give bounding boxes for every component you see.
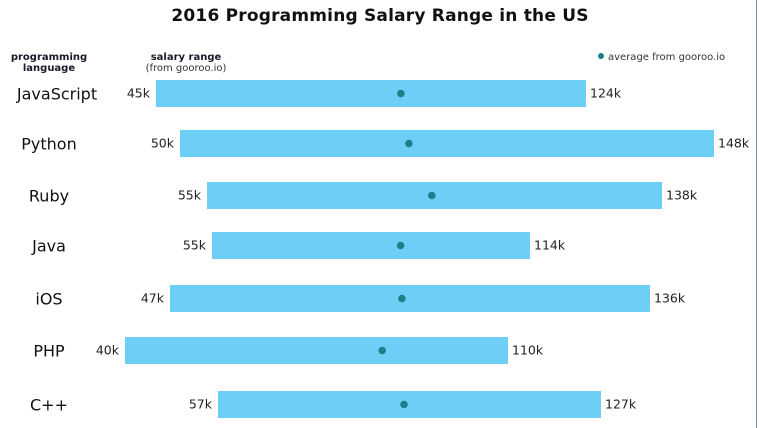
range-bar	[170, 285, 650, 312]
category-label: JavaScript	[16, 85, 97, 104]
range-header: salary range (from gooroo.io)	[140, 52, 232, 74]
category-label: C++	[30, 396, 68, 415]
min-label: 57k	[189, 397, 213, 412]
category-header: programming language	[6, 52, 92, 74]
right-border	[756, 0, 757, 428]
average-dot	[397, 89, 405, 98]
category-label: Python	[21, 135, 76, 154]
range-bar	[212, 232, 530, 259]
average-dot	[400, 400, 408, 409]
legend-label: average from gooroo.io	[608, 52, 726, 63]
max-label: 136k	[654, 291, 686, 306]
min-label: 40k	[96, 343, 120, 358]
max-label: 110k	[512, 343, 544, 358]
category-label: Java	[31, 237, 66, 256]
range-bar	[180, 130, 714, 157]
category-label: Ruby	[29, 187, 69, 206]
range-header-source: (from gooroo.io)	[145, 63, 227, 74]
average-dot	[396, 241, 405, 250]
min-label: 55k	[183, 238, 207, 253]
range-header-label: salary range	[150, 52, 222, 63]
average-dot	[405, 139, 413, 148]
max-label: 124k	[590, 86, 622, 101]
min-label: 55k	[178, 188, 202, 203]
min-label: 47k	[141, 291, 165, 306]
max-label: 127k	[605, 397, 637, 412]
category-header-line2: language	[22, 63, 76, 74]
category-label: PHP	[33, 342, 65, 361]
average-dot	[398, 294, 406, 303]
range-bar	[156, 80, 586, 107]
range-bar	[125, 337, 508, 364]
category-header-line1: programming	[10, 52, 88, 63]
legend-dot-icon	[598, 53, 604, 59]
max-label: 148k	[718, 136, 750, 151]
min-label: 50k	[151, 136, 175, 151]
chart-title: 2016 Programming Salary Range in the US	[171, 6, 589, 26]
max-label: 114k	[534, 238, 566, 253]
average-dot	[428, 191, 436, 200]
legend: average from gooroo.io	[598, 52, 725, 63]
range-bar	[218, 391, 601, 418]
category-label: iOS	[35, 290, 62, 309]
min-label: 45k	[127, 86, 151, 101]
average-dot	[378, 346, 387, 355]
max-label: 138k	[666, 188, 698, 203]
